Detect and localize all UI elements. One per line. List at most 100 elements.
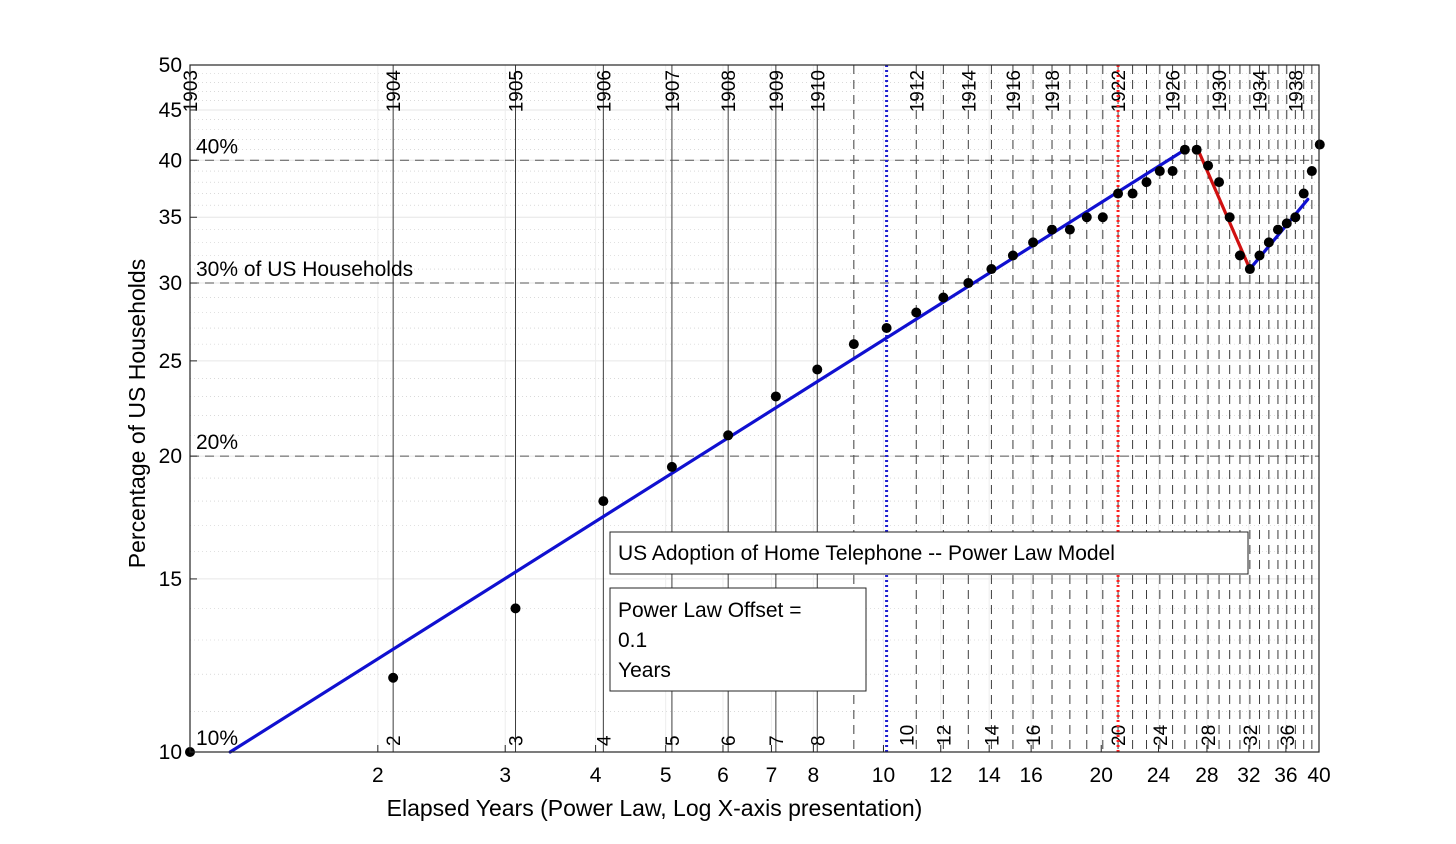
data-point xyxy=(1244,264,1255,275)
x-tick-label: 10 xyxy=(872,764,895,787)
x-tick-label: 8 xyxy=(808,764,820,787)
x-tick-label: 28 xyxy=(1195,764,1218,787)
elapsed-label: 7 xyxy=(767,735,788,746)
data-point xyxy=(1314,139,1325,150)
data-point xyxy=(812,364,823,375)
data-point xyxy=(1290,212,1301,223)
data-point xyxy=(598,496,609,507)
data-point xyxy=(1007,250,1018,261)
x-axis-label: Elapsed Years (Power Law, Log X-axis pre… xyxy=(387,795,923,821)
data-point xyxy=(770,391,781,402)
title-box-frame xyxy=(609,531,1249,575)
elapsed-label: 14 xyxy=(982,724,1003,746)
elapsed-label: 2 xyxy=(384,735,405,746)
elapsed-label: 28 xyxy=(1199,725,1220,746)
elapsed-label: 32 xyxy=(1241,725,1262,746)
x-tick-label: 2 xyxy=(372,764,384,787)
year-label: 1907 xyxy=(663,70,684,112)
data-point xyxy=(666,461,677,472)
plot-frame xyxy=(189,64,1320,753)
offset-box-line: Years xyxy=(618,659,671,682)
highlight-markers: 10 xyxy=(885,65,1120,752)
year-label: 1906 xyxy=(594,70,615,112)
data-point xyxy=(1263,237,1274,248)
fit-line xyxy=(228,148,1187,754)
title-box: US Adoption of Home Telephone -- Power L… xyxy=(609,531,1249,575)
y-tick-label: 40 xyxy=(159,149,182,172)
data-point xyxy=(938,292,949,303)
year-label: 1905 xyxy=(507,70,528,112)
reference-label: 40% xyxy=(196,135,238,158)
year-label: 1918 xyxy=(1043,70,1064,112)
data-point xyxy=(1234,250,1245,261)
elapsed-label: 4 xyxy=(594,735,615,746)
data-point xyxy=(723,430,734,441)
y-tick-label: 50 xyxy=(159,54,182,77)
elapsed-label: 5 xyxy=(663,735,684,746)
year-label: 1903 xyxy=(181,70,202,112)
data-point xyxy=(1298,188,1309,199)
data-point xyxy=(1272,224,1283,235)
elapsed-label: 6 xyxy=(719,735,740,746)
y-tick-label: 35 xyxy=(159,206,182,229)
year-label: 1904 xyxy=(384,70,405,113)
reference-label: 30% of US Households xyxy=(196,258,413,281)
data-point xyxy=(1254,250,1265,261)
offset-box-line: Power Law Offset = xyxy=(618,599,801,622)
offset-box-frame xyxy=(609,587,867,692)
data-point xyxy=(881,323,892,334)
axis-ticks: 2 3 4 5 6 7 8 10 12 14 16 20 24 28 32 36 401015202530354… xyxy=(159,54,1331,787)
y-tick-label: 15 xyxy=(159,568,182,591)
year-label: 1934 xyxy=(1251,70,1272,113)
data-point xyxy=(1127,188,1138,199)
x-tick-label: 16 xyxy=(1019,764,1042,787)
y-axis-label: Percentage of US Households xyxy=(124,259,150,568)
offset-box-line: 0.1 xyxy=(618,629,647,652)
data-point xyxy=(963,278,974,289)
data-point xyxy=(388,672,399,683)
x-tick-label: 40 xyxy=(1307,764,1330,787)
offset-box: Power Law Offset = 0.1 Years xyxy=(609,587,867,692)
y-tick-label: 45 xyxy=(159,99,182,122)
reference-label: 20% xyxy=(196,431,238,454)
data-point xyxy=(1167,166,1178,177)
x-tick-label: 7 xyxy=(766,764,778,787)
year-label: 1916 xyxy=(1004,70,1025,112)
year-label: 1908 xyxy=(719,70,740,112)
data-point xyxy=(1224,212,1235,223)
x-tick-label: 6 xyxy=(717,764,729,787)
x-tick-label: 36 xyxy=(1274,764,1297,787)
data-point xyxy=(1214,177,1225,188)
data-point xyxy=(1097,212,1108,223)
x-tick-label: 24 xyxy=(1147,764,1171,787)
data-point xyxy=(1028,237,1039,248)
x-tick-label: 20 xyxy=(1090,764,1113,787)
data-point xyxy=(911,307,922,318)
data-point xyxy=(1081,212,1092,223)
data-point xyxy=(1154,166,1165,177)
data-points xyxy=(185,139,1325,757)
y-tick-label: 25 xyxy=(159,350,182,373)
data-point xyxy=(1179,144,1190,155)
data-point xyxy=(1064,224,1075,235)
x-tick-label: 3 xyxy=(499,764,511,787)
elapsed-label: 12 xyxy=(934,725,955,746)
year-label: 1909 xyxy=(767,70,788,112)
data-point xyxy=(848,339,859,350)
data-point xyxy=(510,603,521,614)
elapsed-label: 24 xyxy=(1151,724,1172,746)
data-point xyxy=(1113,188,1124,199)
x-tick-label: 32 xyxy=(1237,764,1260,787)
data-point xyxy=(1191,144,1202,155)
year-label: 1912 xyxy=(907,70,928,112)
x-tick-label: 4 xyxy=(590,764,602,787)
year-label: 1914 xyxy=(959,70,980,113)
elapsed-label: 16 xyxy=(1024,725,1045,746)
data-point xyxy=(986,264,997,275)
year-label: 1910 xyxy=(808,70,829,112)
y-tick-label: 30 xyxy=(159,272,182,295)
data-point xyxy=(1306,166,1317,177)
marker-label: 10 xyxy=(898,725,919,746)
x-tick-label: 5 xyxy=(660,764,672,787)
